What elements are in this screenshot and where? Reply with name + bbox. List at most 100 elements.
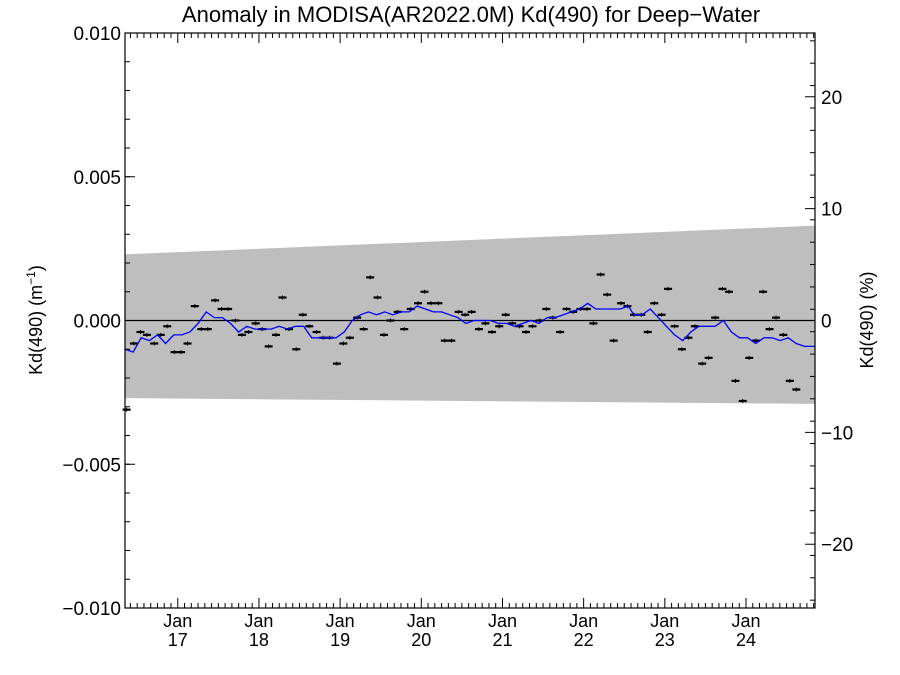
data-point [345,335,354,340]
data-point [562,307,571,311]
data-point [447,338,456,343]
data-point [495,324,504,329]
x-tick-year: 18 [249,630,269,650]
data-point [650,301,659,306]
x-tick-year: 22 [574,630,594,650]
data-point [664,286,673,291]
data-point [190,304,199,309]
right-tick-label: 10 [821,200,842,221]
left-tick-label: −0.010 [62,599,121,620]
data-point [474,327,483,332]
x-tick-month: Jan [163,611,192,631]
left-tick-label: 0.005 [73,168,121,189]
data-point [373,295,382,300]
data-point [203,327,212,332]
data-point [616,301,625,306]
data-point [150,341,159,346]
data-point [785,378,794,383]
data-point [244,330,253,334]
data-point [237,332,246,337]
x-tick-month: Jan [569,611,598,631]
data-point [400,327,409,332]
x-tick-year: 17 [168,630,188,650]
data-point [122,407,131,412]
data-point [305,324,314,329]
x-tick-month: Jan [407,611,436,631]
data-point [528,324,537,329]
data-point [704,355,713,360]
data-point [129,341,138,346]
x-tick-year: 21 [492,630,512,650]
data-point [643,330,652,334]
right-tick-label: −10 [821,423,853,444]
data-point [711,315,720,320]
data-point [136,330,145,334]
data-point [751,338,760,343]
data-point [427,301,436,306]
data-point [379,332,388,337]
data-point [420,289,429,294]
data-point [738,399,747,403]
data-point [765,327,774,332]
data-point [177,350,186,355]
x-tick-month: Jan [244,611,273,631]
x-tick-year: 19 [330,630,350,650]
data-point [522,330,531,334]
data-point [386,318,395,323]
x-tick-month: Jan [488,611,517,631]
data-point [264,344,273,349]
y-axis-label-left-superscript: −1 [24,271,38,285]
data-point [556,330,565,334]
data-point [690,324,699,329]
data-point [481,321,490,326]
data-point [292,347,301,352]
data-point [589,321,598,326]
data-point [467,309,476,314]
uncertainty-band-area [125,225,815,404]
data-point [211,298,220,303]
data-point [163,324,172,329]
data-point [542,307,551,311]
data-point [414,301,423,306]
data-point [487,330,496,334]
data-point [657,312,666,317]
right-tick-label: 0 [821,312,832,333]
left-tick-label: −0.005 [62,455,121,476]
data-point [745,355,754,360]
data-point [582,307,591,311]
x-tick-year: 23 [655,630,675,650]
left-tick-label: 0.000 [73,312,121,333]
data-point [698,361,707,366]
y-axis-label-left-prefix: Kd(490) (m [26,285,46,375]
tick-labels: 0.010 0.005 0.000 −0.005 −0.010 20 10 0 −10 −20 Ja… [62,24,853,650]
smoothed-series-line [124,302,815,353]
data-point [461,312,470,317]
data-point [278,295,287,300]
data-point [677,347,686,352]
data-point [434,301,443,306]
data-point [596,272,605,277]
data-point [271,332,280,337]
right-tick-label: −20 [821,535,853,556]
data-point [183,341,192,346]
y-axis-label-right: Kd(490) (%) [857,271,877,368]
data-point [731,378,740,383]
data-point [224,307,233,311]
left-tick-label: 0.010 [73,24,121,45]
data-point [779,332,788,337]
data-point [792,387,801,392]
data-point [339,341,348,346]
data-point [508,321,517,326]
x-tick-year: 20 [411,630,431,650]
data-point [366,275,375,280]
data-point [142,332,151,337]
data-point [718,286,727,291]
data-point [359,327,368,332]
right-tick-label: 20 [821,88,842,109]
y-axis-label-left: Kd(490) (m−1) [24,265,46,375]
data-point [759,289,768,294]
x-tick-year: 24 [736,630,756,650]
chart-title: Anomaly in MODISA(AR2022.0M) Kd(490) for… [182,2,760,27]
data-point [501,312,510,317]
